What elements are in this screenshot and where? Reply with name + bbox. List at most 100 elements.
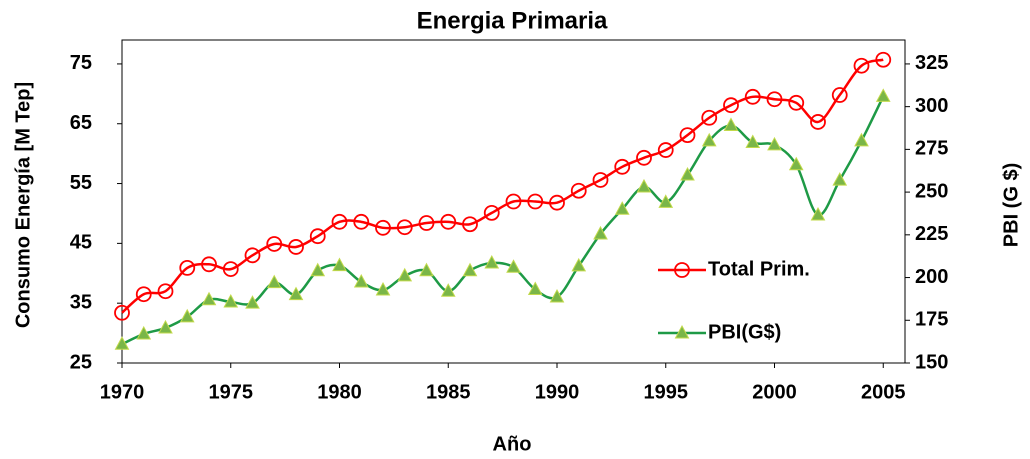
- point: [396, 219, 413, 236]
- point: [375, 281, 391, 296]
- point: [505, 193, 522, 210]
- point: [266, 236, 283, 252]
- point: [201, 256, 217, 273]
- point: [527, 193, 544, 210]
- point: [484, 254, 500, 269]
- y2-tick-label: 300: [915, 95, 948, 117]
- y-tick-label: 65: [70, 112, 92, 134]
- point: [767, 136, 782, 151]
- point: [353, 273, 369, 288]
- x-tick-label: 1985: [426, 381, 471, 403]
- point: [114, 336, 130, 350]
- y-axis-label: Consumo Energía [M Tep]: [12, 82, 34, 328]
- point: [810, 114, 826, 130]
- point: [614, 201, 630, 215]
- point: [506, 259, 521, 273]
- y-tick-label: 45: [70, 232, 92, 254]
- point: [158, 319, 173, 334]
- point: [853, 57, 870, 74]
- point: [462, 262, 478, 277]
- point: [418, 215, 435, 231]
- y2-tick-label: 275: [915, 138, 948, 160]
- point: [549, 194, 565, 211]
- y2-tick-label: 175: [915, 309, 948, 331]
- x-axis-label: Año: [493, 433, 532, 455]
- point: [723, 97, 739, 114]
- y-tick-label: 35: [70, 291, 92, 313]
- point: [483, 204, 500, 221]
- point: [397, 267, 413, 282]
- point: [875, 88, 891, 102]
- point: [309, 228, 326, 245]
- y2-tick-label: 325: [915, 52, 948, 74]
- point: [375, 219, 391, 236]
- point: [179, 308, 195, 323]
- point: [157, 283, 174, 300]
- point: [440, 283, 456, 297]
- x-tick-label: 1970: [100, 381, 145, 403]
- point: [245, 295, 260, 309]
- y2-axis-label: PBI (G $): [1000, 163, 1022, 247]
- y-tick-label: 55: [70, 172, 92, 194]
- point: [462, 216, 478, 233]
- legend-label: Total Prim.: [708, 258, 810, 280]
- point: [701, 132, 717, 147]
- plot-frame: [121, 39, 906, 364]
- point: [701, 109, 718, 126]
- point: [744, 88, 761, 105]
- point: [527, 281, 543, 296]
- point: [135, 286, 152, 303]
- point: [222, 261, 239, 277]
- y2-tick-label: 250: [915, 180, 948, 202]
- point: [353, 213, 370, 230]
- point: [636, 149, 652, 166]
- point: [831, 87, 848, 103]
- point: [288, 286, 304, 301]
- point: [440, 213, 457, 230]
- x-tick-label: 1980: [317, 381, 362, 403]
- point: [854, 132, 869, 147]
- point: [875, 51, 892, 68]
- point: [571, 257, 587, 272]
- y2-tick-label: 225: [915, 223, 948, 245]
- point: [244, 247, 261, 264]
- legend-marker: [674, 262, 690, 278]
- point: [657, 142, 674, 158]
- point: [332, 257, 347, 272]
- x-tick-label: 1990: [535, 381, 580, 403]
- point: [179, 259, 196, 276]
- point: [419, 262, 434, 277]
- point: [136, 325, 152, 340]
- point: [788, 156, 804, 171]
- point: [723, 117, 739, 131]
- y2-tick-label: 200: [915, 266, 948, 288]
- point: [310, 262, 326, 277]
- point: [832, 172, 848, 186]
- series-line: [121, 58, 884, 314]
- point: [658, 194, 674, 208]
- y-tick-label: 75: [70, 52, 92, 74]
- point: [788, 94, 805, 111]
- point: [549, 288, 565, 303]
- point: [331, 213, 348, 230]
- x-tick-label: 2005: [861, 381, 906, 403]
- point: [745, 134, 761, 149]
- x-tick-label: 2000: [752, 381, 797, 403]
- point: [223, 293, 239, 308]
- point: [288, 239, 304, 255]
- y2-tick-label: 150: [915, 351, 948, 373]
- point: [201, 291, 217, 306]
- point: [614, 158, 631, 175]
- point: [114, 304, 130, 321]
- y-tick-label: 25: [70, 351, 92, 373]
- point: [570, 182, 587, 199]
- point: [810, 206, 826, 221]
- point: [266, 274, 282, 289]
- x-tick-label: 1995: [644, 381, 689, 403]
- point: [766, 91, 783, 108]
- legend-marker: [674, 324, 690, 339]
- chart-title: Energia Primaria: [417, 7, 608, 34]
- point: [680, 166, 695, 181]
- x-tick-label: 1975: [209, 381, 254, 403]
